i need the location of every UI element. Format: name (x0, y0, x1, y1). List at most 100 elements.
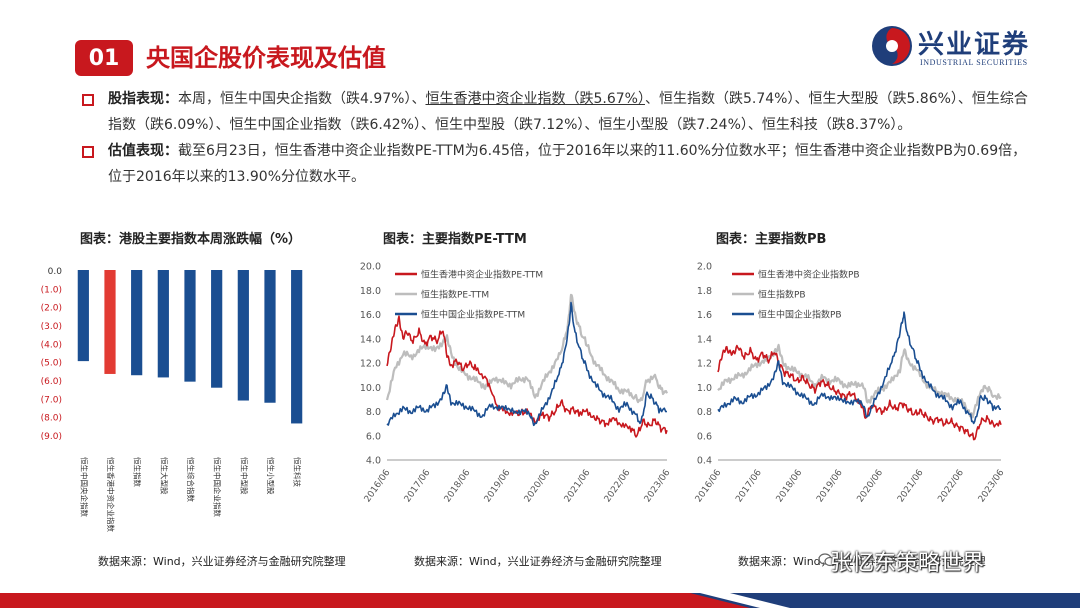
x-tick-label: 2016/06 (694, 468, 724, 505)
y-tick-label: 0.4 (697, 456, 712, 467)
y-tick-label: (7.0) (41, 395, 62, 405)
legend-label: 恒生指数PB (758, 289, 806, 301)
chart-title-pb: 图表：主要指数PB (716, 232, 827, 247)
x-tick-label: 2017/06 (403, 468, 433, 505)
x-tick-label: 2023/06 (977, 468, 1007, 505)
x-tick-label: 恒生科技 (293, 457, 303, 487)
logo-english-name: INDUSTRIAL SECURITIES (920, 58, 1028, 67)
bar (237, 270, 249, 401)
x-tick-label: 恒生中国企业指数 (213, 457, 223, 517)
y-tick-label: 0.8 (697, 407, 712, 418)
series-line (717, 344, 1002, 441)
watermark-text: 张忆东策略世界 (830, 551, 985, 576)
y-tick-label: (3.0) (41, 322, 62, 332)
series-line (386, 301, 668, 427)
pe-ttm-line-chart: 20.0 18.0 16.0 14.0 12.0 10.0 8.0 6.0 4.02016/06… (360, 262, 670, 505)
series-line (386, 315, 668, 438)
bullet-label: 股指表现： (108, 91, 178, 107)
y-tick-label: (6.0) (41, 377, 62, 387)
y-tick-label: 1.4 (697, 334, 712, 345)
y-tick-label: (9.0) (41, 432, 62, 442)
bullet-text: 截至6月23日，恒生香港中资企业指数PE-TTM为6.45倍，位于2016年以来… (108, 143, 1027, 185)
logo-chinese-name: 兴业证券 (918, 30, 1031, 60)
y-tick-label: 1.6 (697, 310, 712, 321)
section-title: 央国企股价表现及估值 (146, 44, 386, 72)
y-tick-label: 6.0 (366, 431, 381, 442)
bar (104, 270, 116, 374)
bar (184, 270, 196, 382)
y-tick-label: (8.0) (41, 414, 62, 424)
bullet-text-post: 、恒生指数（跌5.74%）、恒生大型股（跌5.86%）、恒生综合指数（跌6.09… (108, 91, 1028, 133)
y-tick-label: (4.0) (41, 340, 62, 350)
bullet-square-icon (82, 146, 94, 158)
legend-label: 恒生中国企业指数PE-TTM (421, 309, 525, 321)
chart-title-pe-ttm: 图表：主要指数PE-TTM (383, 232, 527, 247)
series-line (717, 343, 1002, 419)
x-tick-label: 2019/06 (815, 468, 845, 505)
summary-bullets: 股指表现：本周，恒生中国央企指数（跌4.97%）、恒生香港中资企业指数（跌5.6… (78, 86, 1038, 190)
x-tick-label: 2022/06 (936, 468, 966, 505)
section-number-badge: 01 (75, 40, 133, 76)
y-tick-label: 0.0 (48, 267, 63, 277)
bullet-text-underlined: 恒生香港中资企业指数（跌5.67%） (425, 91, 645, 107)
x-tick-label: 恒生香港中资企业指数 (106, 457, 116, 532)
x-tick-label: 2018/06 (443, 468, 473, 505)
bar (157, 270, 169, 378)
bar (264, 270, 276, 403)
y-tick-label: (5.0) (41, 359, 62, 369)
x-tick-label: 恒生小型股 (266, 457, 276, 495)
y-tick-label: 14.0 (360, 334, 381, 345)
y-tick-label: 12.0 (360, 359, 381, 370)
y-tick-label: 20.0 (360, 262, 381, 273)
bullet-label: 估值表现： (108, 143, 178, 159)
bar (291, 270, 303, 424)
y-tick-label: 16.0 (360, 310, 381, 321)
series-line (717, 311, 1002, 425)
weekly-change-bar-chart: 0.0 (1.0) (2.0) (3.0) (4.0) (5.0) (6.0) (7.0) (8… (41, 267, 303, 532)
bar (211, 270, 223, 388)
bullet-text-pre: 本周，恒生中国央企指数（跌4.97%）、 (178, 91, 426, 107)
x-tick-label: 恒生综合指数 (186, 457, 196, 502)
y-tick-label: 8.0 (366, 407, 381, 418)
chart-source-1: 数据来源：Wind，兴业证券经济与金融研究院整理 (98, 555, 346, 568)
x-tick-label: 恒生中型股 (239, 457, 249, 495)
chart-source-2: 数据来源：Wind，兴业证券经济与金融研究院整理 (414, 555, 662, 568)
wechat-icon (818, 553, 836, 567)
x-tick-label: 2017/06 (734, 468, 764, 505)
series-line (385, 293, 669, 404)
x-tick-label: 2020/06 (856, 468, 886, 505)
y-tick-label: 2.0 (697, 262, 712, 273)
chart-source-3: 数据来源：Wind，兴业证券经济与金融研究院整理 (738, 555, 986, 568)
y-tick-label: 1.0 (697, 383, 712, 394)
bullet-valuation: 估值表现：截至6月23日，恒生香港中资企业指数PE-TTM为6.45倍，位于20… (78, 138, 1038, 190)
footer-decoration (0, 593, 1080, 608)
x-tick-label: 2016/06 (363, 468, 393, 505)
y-tick-label: (2.0) (41, 304, 62, 314)
x-tick-label: 2023/06 (643, 468, 670, 505)
x-tick-label: 2022/06 (603, 468, 633, 505)
y-tick-label: 0.6 (697, 431, 712, 442)
y-tick-label: 4.0 (366, 456, 381, 467)
x-tick-label: 恒生大型股 (159, 457, 169, 495)
legend-label: 恒生香港中资企业指数PB (758, 269, 860, 281)
bar (131, 270, 143, 376)
x-tick-label: 2019/06 (483, 468, 513, 505)
bar (77, 270, 89, 362)
logo-mark-icon (872, 26, 912, 66)
y-tick-label: (1.0) (41, 285, 62, 295)
chart-title-weekly-change: 图表：港股主要指数本周涨跌幅（%） (80, 232, 302, 247)
legend-label: 恒生指数PE-TTM (421, 289, 489, 301)
bullet-index-performance: 股指表现：本周，恒生中国央企指数（跌4.97%）、恒生香港中资企业指数（跌5.6… (78, 86, 1038, 138)
x-tick-label: 恒生指数 (133, 457, 143, 487)
x-tick-label: 恒生中国央企指数 (79, 457, 89, 517)
y-tick-label: 1.8 (697, 286, 712, 297)
legend-label: 恒生中国企业指数PB (758, 309, 842, 321)
x-tick-label: 2018/06 (775, 468, 805, 505)
company-logo: 兴业证券 INDUSTRIAL SECURITIES (870, 22, 1060, 74)
bullet-square-icon (82, 94, 94, 106)
x-tick-label: 2021/06 (896, 468, 926, 505)
legend-label: 恒生香港中资企业指数PE-TTM (421, 269, 543, 281)
x-tick-label: 2021/06 (563, 468, 593, 505)
y-tick-label: 10.0 (360, 383, 381, 394)
x-tick-label: 2020/06 (523, 468, 553, 505)
